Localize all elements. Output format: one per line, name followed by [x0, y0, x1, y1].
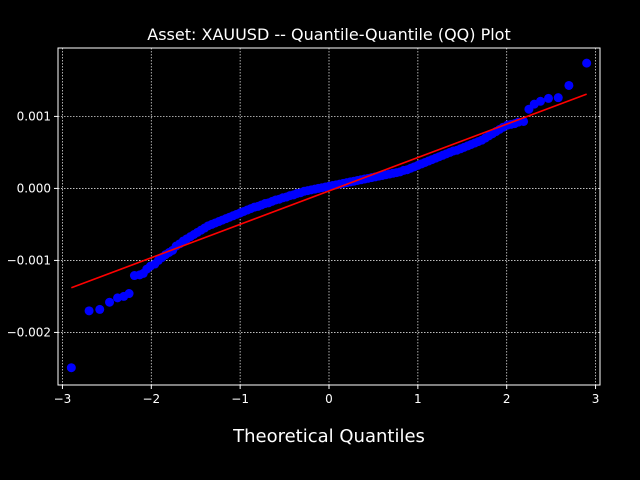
x-tick-label: 0 — [325, 392, 333, 406]
y-tick-label: 0.000 — [17, 181, 51, 195]
y-tick-label: 0.001 — [17, 109, 51, 123]
data-point — [66, 363, 76, 373]
data-point — [553, 93, 563, 103]
data-point — [124, 289, 134, 299]
x-tick-label: 1 — [414, 392, 422, 406]
y-tick-label: −0.001 — [7, 253, 51, 267]
x-axis-label: Theoretical Quantiles — [232, 426, 425, 447]
x-tick-label: 3 — [592, 392, 600, 406]
data-point — [105, 297, 115, 307]
reference-line — [71, 93, 587, 289]
data-point — [95, 304, 105, 314]
chart-title: Asset: XAUUSD -- Quantile-Quantile (QQ) … — [147, 25, 510, 44]
x-tick-label: −3 — [54, 392, 72, 406]
axis-ticks: −3 −2 −1 0 1 2 3 −0.002 −0.001 0.000 0.001 — [7, 109, 600, 406]
data-point — [543, 93, 553, 103]
fit-line — [71, 93, 587, 289]
data-points — [66, 58, 592, 373]
x-tick-label: −2 — [142, 392, 160, 406]
data-point — [535, 96, 545, 106]
data-point — [582, 58, 592, 68]
data-point — [84, 306, 94, 316]
x-tick-label: 2 — [503, 392, 511, 406]
x-tick-label: −1 — [231, 392, 249, 406]
data-point — [564, 80, 574, 90]
y-tick-label: −0.002 — [7, 325, 51, 339]
